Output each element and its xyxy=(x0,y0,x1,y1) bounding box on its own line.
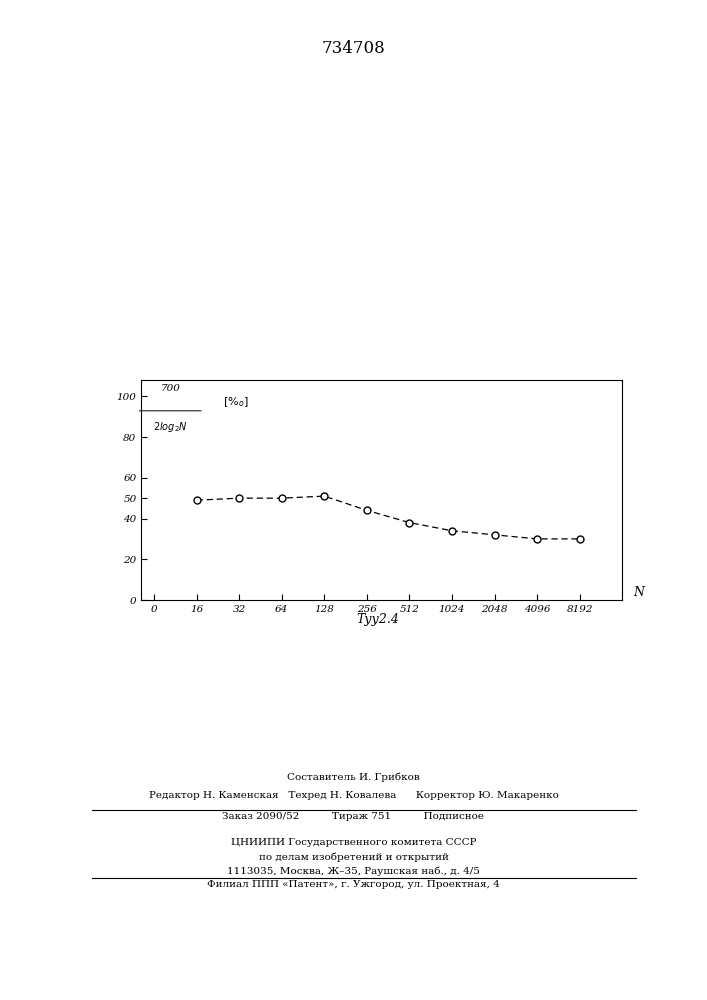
Text: N: N xyxy=(633,585,644,598)
Text: Редактор Н. Каменская   Техред Н. Ковалева      Корректор Ю. Макаренко: Редактор Н. Каменская Техред Н. Ковалева… xyxy=(148,791,559,800)
Text: Заказ 2090/52          Тираж 751          Подписное: Заказ 2090/52 Тираж 751 Подписное xyxy=(223,812,484,821)
Text: Составитель И. Грибков: Составитель И. Грибков xyxy=(287,772,420,782)
Text: по делам изобретений и открытий: по делам изобретений и открытий xyxy=(259,852,448,861)
Text: $[\%_o]$: $[\%_o]$ xyxy=(223,395,249,409)
Text: 734708: 734708 xyxy=(322,40,385,57)
Text: 700: 700 xyxy=(160,384,180,393)
Text: Τуу2.4: Τуу2.4 xyxy=(357,613,399,626)
Text: Филиал ППП «Патент», г. Ужгород, ул. Проектная, 4: Филиал ППП «Патент», г. Ужгород, ул. Про… xyxy=(207,880,500,889)
Text: 1113035, Москва, Ж–35, Раушская наб., д. 4/5: 1113035, Москва, Ж–35, Раушская наб., д.… xyxy=(227,867,480,876)
Text: $2\mathit{log}_2N$: $2\mathit{log}_2N$ xyxy=(153,420,187,434)
Text: ЦНИИПИ Государственного комитета СССР: ЦНИИПИ Государственного комитета СССР xyxy=(230,838,477,847)
